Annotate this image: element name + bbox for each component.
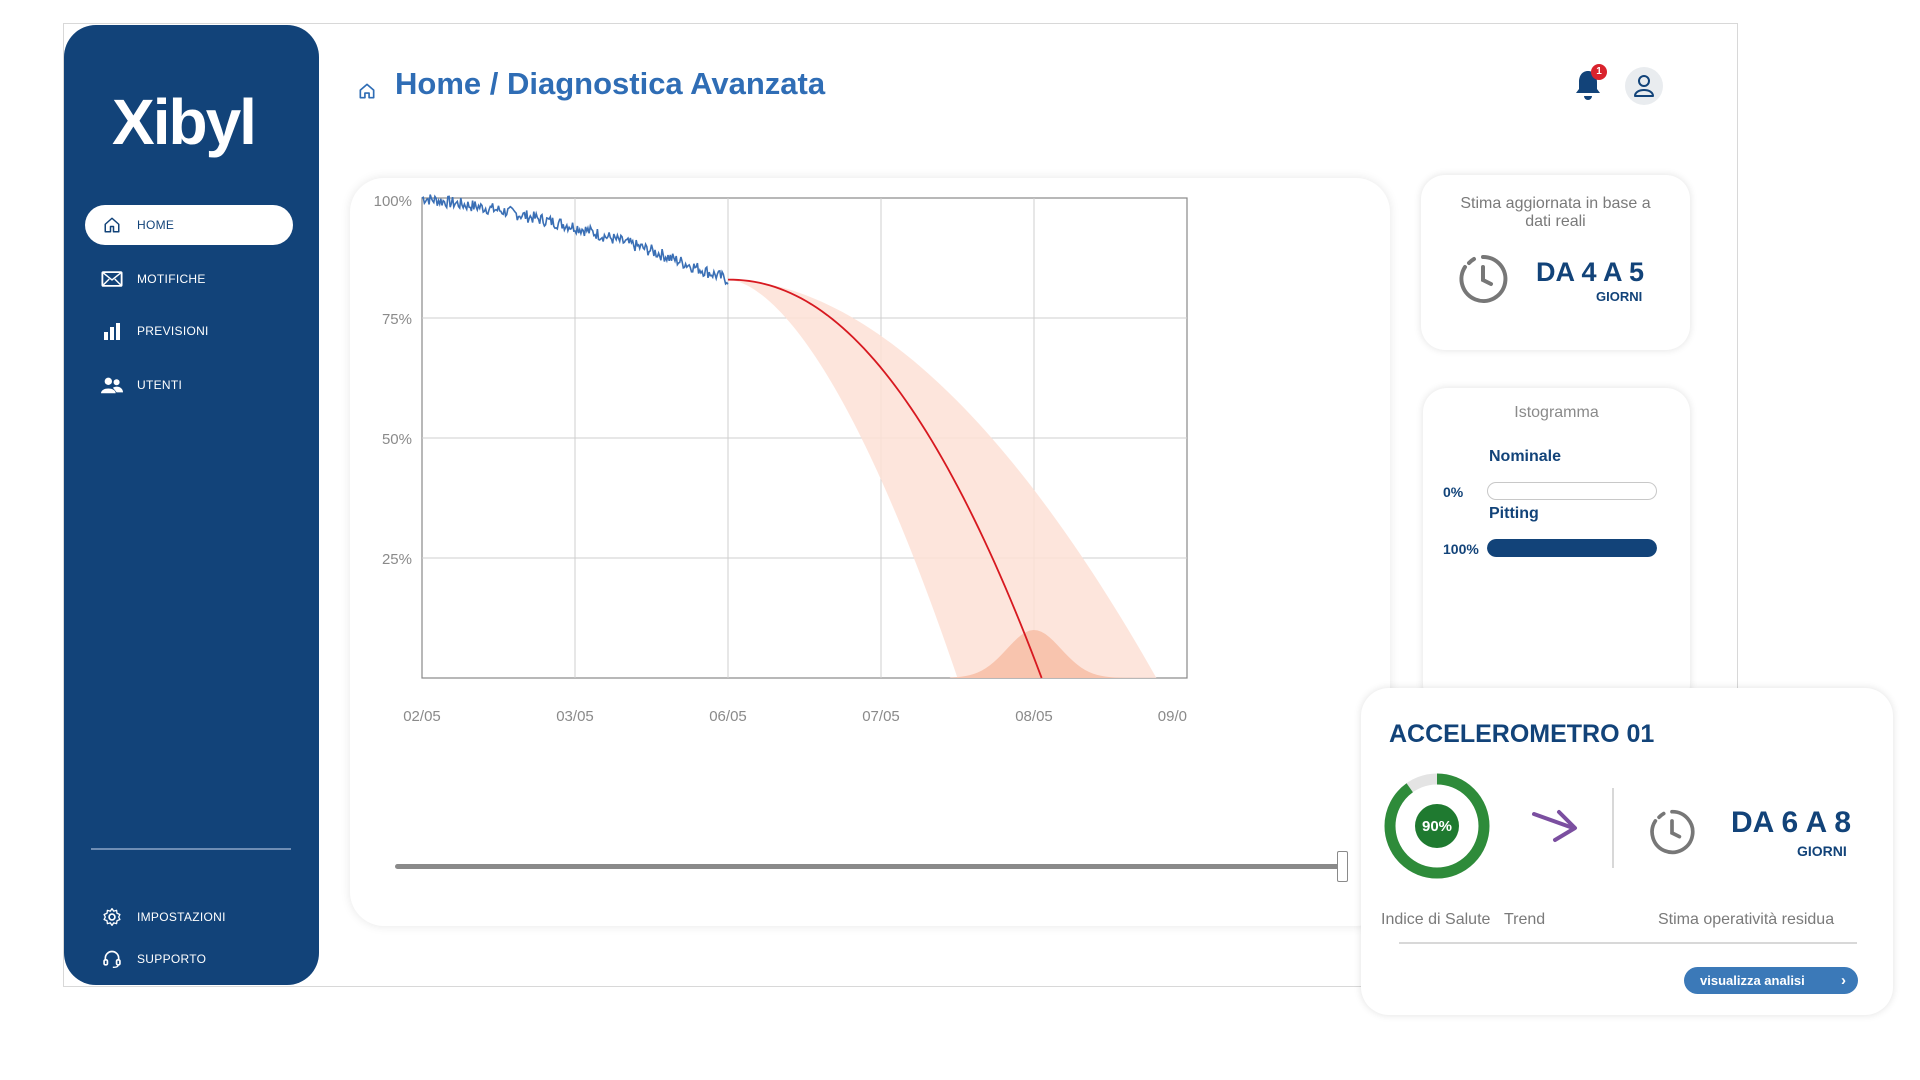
x-tick-label: 09/0	[1158, 708, 1187, 725]
gear-icon	[101, 906, 123, 928]
sidebar-item-previsioni[interactable]: PREVISIONI	[85, 311, 293, 351]
nominale-bar	[1487, 482, 1657, 500]
pitting-bar	[1487, 539, 1657, 557]
pitting-percent: 100%	[1443, 541, 1479, 557]
estimate-description: Stima aggiornata in base a dati reali	[1460, 195, 1651, 230]
estimate-card: Stima aggiornata in base a dati reali DA…	[1421, 175, 1690, 350]
residual-caption: Stima operatività residua	[1658, 911, 1835, 928]
pitting-label: Pitting	[1489, 505, 1539, 522]
chevron-right-icon: ›	[1841, 972, 1846, 989]
sidebar-item-home[interactable]: HOME	[85, 205, 293, 245]
sidebar-item-impostazioni[interactable]: IMPOSTAZIONI	[85, 897, 293, 937]
pitting-bar-fill	[1487, 539, 1657, 557]
failure-distribution	[949, 630, 1149, 678]
trend-caption: Trend	[1504, 911, 1546, 928]
health-percent: 90%	[1422, 818, 1452, 835]
residual-value: DA 6 A 8	[1731, 806, 1852, 839]
bar-chart-icon	[101, 320, 123, 342]
nominale-percent: 0%	[1443, 484, 1464, 500]
estimate-value: DA 4 A 5	[1536, 257, 1645, 287]
y-tick-label: 50%	[382, 431, 412, 448]
page-title: Home / Diagnostica Avanzata	[395, 66, 826, 101]
clock-icon	[1457, 253, 1509, 310]
nominale-label: Nominale	[1489, 448, 1562, 465]
vertical-divider	[1612, 788, 1614, 868]
sidebar-item-label: IMPOSTAZIONI	[137, 910, 226, 924]
view-analysis-button[interactable]: visualizza analisi ›	[1684, 967, 1858, 994]
home-icon[interactable]	[357, 73, 379, 99]
health-caption: Indice di Salute	[1381, 911, 1491, 928]
sidebar-item-label: UTENTI	[137, 378, 183, 392]
user-icon	[1634, 75, 1654, 97]
logo-text: Xibyl	[112, 86, 257, 158]
forecast-chart: 100% 75% 50% 25% 02/05 03/05 06/05 07/05 08/05 09…	[374, 193, 1188, 725]
clock-icon	[1650, 809, 1695, 855]
y-tick-label: 75%	[382, 311, 412, 328]
home-icon	[101, 214, 123, 236]
confidence-band	[728, 279, 1157, 678]
histogram-title: Istogramma	[1514, 404, 1599, 421]
logo: Xibyl	[112, 85, 282, 165]
sidebar-divider	[91, 848, 291, 850]
view-analysis-label: visualizza analisi	[1700, 973, 1805, 988]
notification-badge: 1	[1591, 64, 1607, 80]
x-tick-label: 08/05	[1015, 708, 1053, 725]
sidebar-item-utenti[interactable]: UTENTI	[85, 365, 293, 405]
x-tick-label: 06/05	[709, 708, 747, 725]
horizontal-divider	[1399, 942, 1857, 944]
residual-unit: GIORNI	[1797, 843, 1847, 859]
histogram-card: Istogramma Nominale 0% Pitting 100%	[1423, 388, 1690, 708]
time-slider-track[interactable]	[395, 864, 1345, 869]
sensor-card: ACCELEROMETRO 01 90% Indice di Salute Tr…	[1361, 688, 1893, 1015]
sidebar-item-supporto[interactable]: SUPPORTO	[85, 939, 293, 979]
estimate-unit: GIORNI	[1596, 289, 1643, 304]
trend-arrow-icon	[1532, 810, 1577, 842]
health-gauge: 90%	[1384, 773, 1490, 879]
sidebar-item-label: HOME	[137, 218, 175, 232]
x-tick-label: 07/05	[862, 708, 900, 725]
sensor-title: ACCELEROMETRO 01	[1389, 720, 1655, 748]
x-tick-label: 02/05	[403, 708, 441, 725]
y-tick-label: 100%	[374, 193, 412, 210]
sidebar: Xibyl HOME MOTIFICHE PREVISIONI UTENTI I…	[64, 25, 319, 985]
y-tick-label: 25%	[382, 551, 412, 568]
users-icon	[101, 374, 123, 396]
time-slider-handle[interactable]	[1337, 851, 1348, 882]
x-tick-label: 03/05	[556, 708, 594, 725]
headset-icon	[101, 948, 123, 970]
sidebar-item-label: PREVISIONI	[137, 324, 209, 338]
sidebar-item-label: MOTIFICHE	[137, 272, 206, 286]
forecast-series-line	[727, 278, 1043, 679]
sidebar-item-motifiche[interactable]: MOTIFICHE	[85, 259, 293, 299]
user-avatar[interactable]	[1625, 67, 1663, 105]
sidebar-item-label: SUPPORTO	[137, 952, 207, 966]
envelope-icon	[101, 268, 123, 290]
measured-series-line	[421, 194, 729, 286]
breadcrumb: Home / Diagnostica Avanzata	[357, 66, 825, 102]
